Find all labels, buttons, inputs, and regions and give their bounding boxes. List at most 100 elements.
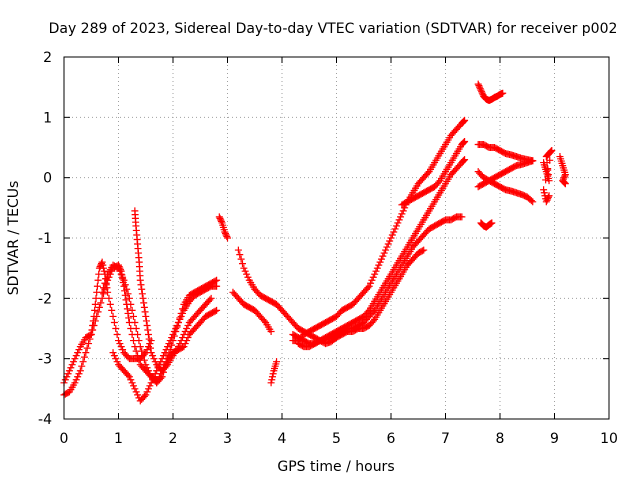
data-point-marker	[236, 251, 244, 259]
series-track-13	[474, 80, 507, 104]
data-point-marker	[112, 325, 120, 332]
data-point-marker	[161, 361, 169, 369]
data-point-marker	[105, 294, 113, 302]
data-point-marker	[499, 89, 507, 97]
x-tick-label: 7	[441, 431, 450, 447]
data-point-marker	[435, 178, 443, 186]
data-point-marker	[154, 376, 162, 384]
data-point-marker	[123, 305, 131, 313]
data-point-marker	[397, 213, 405, 221]
data-point-marker	[476, 83, 484, 91]
data-point-marker	[143, 364, 151, 372]
series-track-5	[131, 207, 215, 375]
data-point-marker	[540, 186, 548, 194]
data-point-marker	[127, 376, 135, 384]
data-point-marker	[89, 317, 97, 325]
data-point-marker	[150, 355, 158, 363]
data-point-marker	[369, 317, 377, 325]
data-point-marker	[80, 353, 88, 361]
data-point-marker	[155, 373, 163, 381]
data-point-marker	[134, 331, 142, 339]
data-point-marker	[383, 243, 391, 251]
data-point-marker	[129, 382, 137, 390]
data-point-marker	[477, 86, 485, 94]
data-point-marker	[561, 179, 569, 187]
data-point-marker	[146, 340, 154, 348]
data-point-marker	[478, 88, 486, 96]
data-point-marker	[134, 391, 142, 399]
x-tick-label: 6	[387, 431, 396, 447]
data-point-marker	[379, 252, 387, 260]
data-point-marker	[373, 264, 381, 272]
y-tick-label: 1	[43, 110, 52, 126]
data-point-marker	[124, 290, 132, 298]
data-point-marker	[540, 189, 548, 197]
data-point-marker	[183, 325, 191, 332]
data-point-marker	[75, 370, 83, 378]
data-point-marker	[138, 347, 146, 355]
data-point-marker	[243, 270, 251, 278]
data-point-marker	[458, 213, 466, 221]
series-track-18	[540, 147, 556, 206]
plot-frame	[63, 56, 610, 420]
series-track-3	[98, 261, 221, 387]
data-points	[60, 80, 569, 405]
data-point-marker	[139, 294, 147, 302]
data-point-marker	[217, 217, 225, 225]
data-point-marker	[78, 362, 86, 370]
data-point-marker	[398, 210, 406, 218]
data-point-marker	[87, 331, 95, 339]
data-point-marker	[132, 325, 140, 332]
data-point-marker	[542, 176, 550, 184]
y-tick-labels: -4 -3 -2 -1 0 1 2	[38, 50, 52, 428]
data-point-marker	[132, 388, 140, 396]
data-point-marker	[75, 346, 83, 354]
data-point-marker	[488, 219, 496, 227]
x-tick-labels: 0 1 2 3 4 5 6 7 8 9 10	[60, 431, 618, 447]
data-point-marker	[143, 346, 151, 354]
data-point-marker	[124, 309, 132, 317]
data-point-marker	[99, 261, 107, 269]
data-point-marker	[162, 358, 170, 366]
data-point-marker	[141, 308, 149, 316]
data-point-marker	[461, 137, 469, 145]
data-point-marker	[143, 388, 151, 396]
x-axis-label: GPS time / hours	[277, 459, 394, 475]
data-point-marker	[376, 258, 384, 266]
x-tick-label: 10	[600, 431, 618, 447]
data-point-marker	[123, 285, 131, 293]
data-point-marker	[79, 358, 87, 366]
data-point-marker	[546, 156, 554, 164]
data-point-marker	[459, 139, 467, 147]
y-tick-label: -2	[38, 291, 52, 307]
data-point-marker	[478, 89, 486, 97]
data-point-marker	[125, 294, 133, 302]
data-point-marker	[112, 355, 120, 363]
data-point-marker	[399, 207, 407, 215]
data-point-marker	[561, 172, 569, 180]
data-point-marker	[136, 276, 144, 284]
data-point-marker	[110, 318, 118, 326]
data-point-marker	[545, 192, 553, 200]
data-point-marker	[131, 385, 139, 393]
data-point-marker	[116, 340, 124, 348]
data-point-marker	[117, 343, 125, 351]
data-point-marker	[113, 263, 121, 271]
series-track-15	[474, 157, 537, 191]
data-point-marker	[128, 379, 136, 387]
x-tick-label: 2	[169, 431, 178, 447]
data-point-marker	[544, 171, 552, 179]
data-point-marker	[529, 198, 537, 206]
data-point-marker	[460, 117, 468, 125]
data-point-marker	[93, 282, 101, 290]
y-gridlines	[64, 116, 609, 360]
data-point-marker	[529, 157, 537, 165]
data-point-marker	[137, 281, 145, 289]
data-point-marker	[113, 358, 121, 366]
data-point-marker	[234, 246, 242, 254]
data-point-marker	[367, 279, 375, 287]
data-point-marker	[364, 284, 372, 292]
data-point-marker	[267, 379, 275, 387]
data-point-marker	[369, 308, 377, 316]
